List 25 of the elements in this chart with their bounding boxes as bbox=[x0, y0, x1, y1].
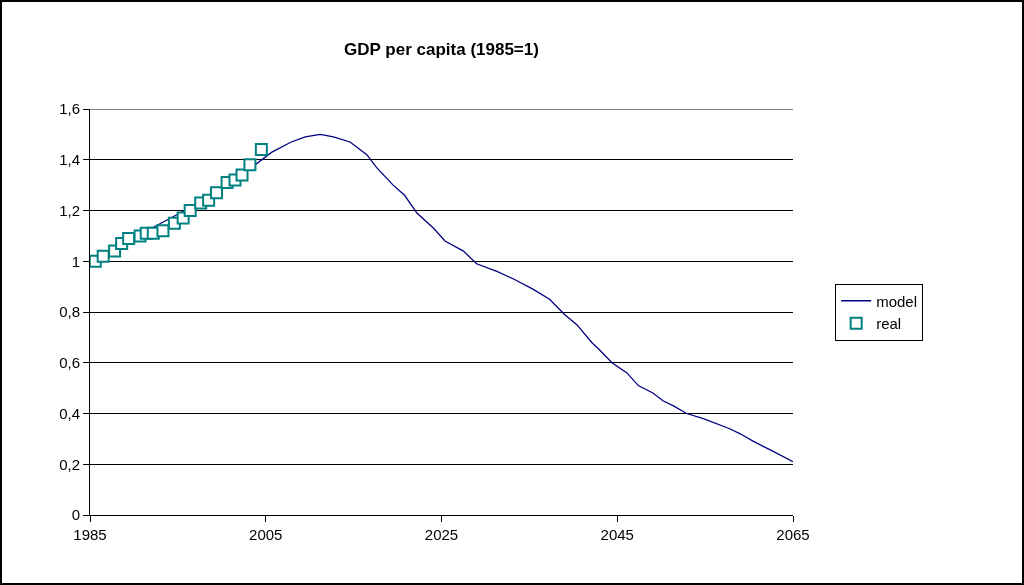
chart-title: GDP per capita (1985=1) bbox=[344, 39, 539, 59]
y-tick-label: 0,2 bbox=[59, 455, 80, 473]
point bbox=[96, 249, 110, 263]
y-tick-label: 1,6 bbox=[59, 100, 80, 118]
point bbox=[156, 224, 170, 238]
point bbox=[235, 168, 249, 182]
y-tick-label: 0,4 bbox=[59, 404, 80, 422]
legend-label: real bbox=[876, 315, 902, 333]
y-tick-label: 0 bbox=[71, 506, 80, 524]
y-tick-label: 1 bbox=[71, 252, 80, 270]
point bbox=[254, 143, 268, 157]
x-tick-label: 2045 bbox=[600, 526, 634, 543]
x-tick-label: 2025 bbox=[424, 526, 459, 543]
x-tick-label: 1985 bbox=[73, 526, 107, 543]
y-tick-label: 1,4 bbox=[59, 151, 80, 168]
x-tick-label: 2065 bbox=[776, 526, 810, 543]
x-tick-label: 2005 bbox=[249, 526, 283, 543]
y-tick-label: 0,6 bbox=[59, 354, 80, 371]
y-tick-label: 0,8 bbox=[59, 303, 80, 321]
point bbox=[183, 204, 197, 217]
y-tick-label: 1,2 bbox=[59, 201, 80, 219]
point bbox=[210, 186, 224, 200]
point bbox=[122, 231, 136, 245]
point bbox=[243, 158, 257, 172]
legend-label: model bbox=[876, 292, 918, 310]
